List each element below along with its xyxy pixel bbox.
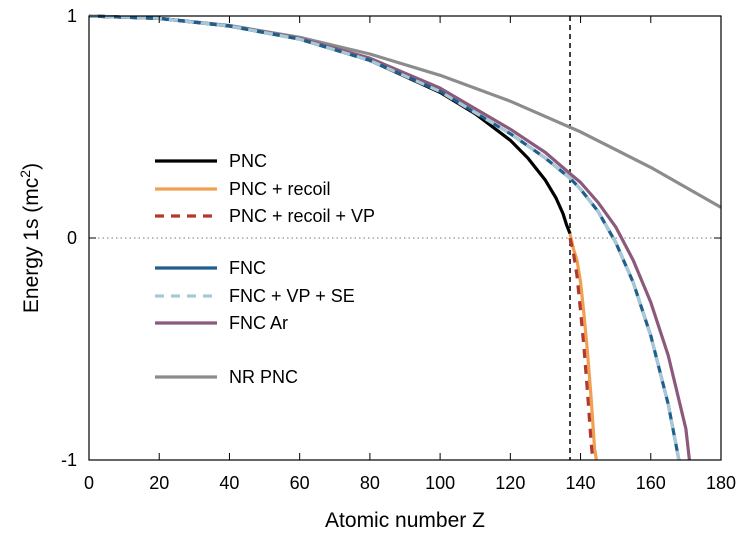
y-axis-label-tail: ) xyxy=(20,163,43,170)
y-tick-label: 0 xyxy=(67,228,77,248)
axis-ticks: 0 20 40 60 80 100 120 140 160 180 -1 0 1 xyxy=(61,6,736,493)
series-lines xyxy=(88,14,722,461)
y-axis-label: Energy 1s (mc2) xyxy=(17,163,43,313)
x-axis-label: Atomic number Z xyxy=(325,509,485,532)
x-tick-label: 140 xyxy=(566,473,596,493)
legend: PNC PNC + recoil PNC + recoil + VP FNC FNC +… xyxy=(155,151,375,387)
series-line-pnc-recoil xyxy=(568,233,598,461)
x-tick-label: 100 xyxy=(425,473,455,493)
x-tick-label: 40 xyxy=(219,473,239,493)
x-tick-label: 180 xyxy=(706,473,736,493)
x-tick-label: 60 xyxy=(290,473,310,493)
series-line-fnc-vp-se xyxy=(88,14,681,461)
legend-label: PNC + recoil xyxy=(229,179,331,199)
legend-label: PNC + recoil + VP xyxy=(229,206,375,226)
series-line-pnc-recoil-vp xyxy=(568,237,595,461)
legend-label: FNC Ar xyxy=(229,313,288,333)
x-tick-label: 20 xyxy=(149,473,169,493)
legend-label: FNC + VP + SE xyxy=(229,286,355,306)
y-tick-label: 1 xyxy=(67,6,77,26)
y-axis-label-main: Energy 1s (mc xyxy=(20,178,43,313)
x-tick-label: 80 xyxy=(360,473,380,493)
x-tick-label: 160 xyxy=(636,473,666,493)
x-tick-label: 120 xyxy=(495,473,525,493)
legend-label: NR PNC xyxy=(229,367,298,387)
legend-label: PNC xyxy=(229,151,267,171)
x-tick-label: 0 xyxy=(84,473,94,493)
y-tick-label: -1 xyxy=(61,450,77,470)
series-line-nr-pnc xyxy=(88,14,722,209)
reference-lines xyxy=(89,16,721,460)
legend-label: FNC xyxy=(229,258,266,278)
y-axis-label-sup: 2 xyxy=(17,170,33,178)
